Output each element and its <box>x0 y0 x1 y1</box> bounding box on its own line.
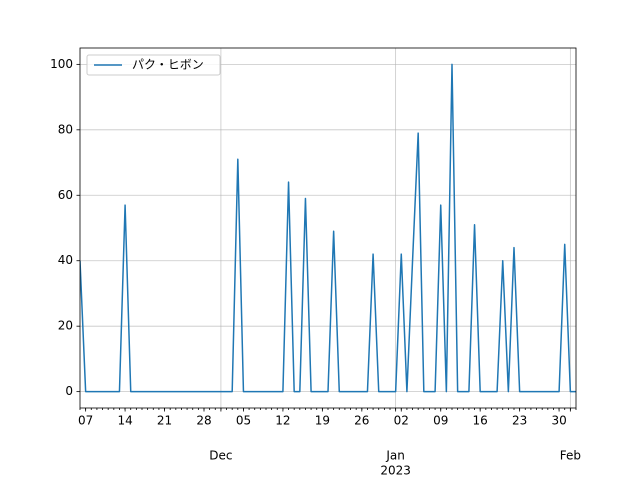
x-tick-label: 23 <box>512 414 527 428</box>
x-tick-label: 19 <box>315 414 330 428</box>
x-tick-label: 05 <box>236 414 251 428</box>
x-major-label: Dec <box>209 449 232 463</box>
x-tick-label: 12 <box>275 414 290 428</box>
y-tick-label: 60 <box>58 188 73 202</box>
x-tick-label: 30 <box>551 414 566 428</box>
y-tick-label: 80 <box>58 122 73 136</box>
x-tick-label: 16 <box>473 414 488 428</box>
x-tick-label: 21 <box>157 414 172 428</box>
plot-background <box>80 48 576 408</box>
x-tick-label: 26 <box>354 414 369 428</box>
x-tick-label: 07 <box>78 414 93 428</box>
y-tick-label: 20 <box>58 319 73 333</box>
x-tick-label: 09 <box>433 414 448 428</box>
x-tick-label: 14 <box>117 414 132 428</box>
plot-frame <box>79 47 577 409</box>
x-tick-label: 02 <box>394 414 409 428</box>
y-tick-label: 0 <box>65 384 73 398</box>
x-major-label: Jan <box>385 449 405 463</box>
legend-box <box>86 54 221 76</box>
x-major-label: 2023 <box>380 464 411 478</box>
data-line <box>80 63 576 393</box>
legend-label: パク・ヒボン <box>132 58 204 72</box>
x-tick-label: 28 <box>196 414 211 428</box>
y-tick-label: 100 <box>50 57 73 71</box>
y-tick-label: 40 <box>58 253 73 267</box>
x-major-label: Feb <box>560 449 581 463</box>
